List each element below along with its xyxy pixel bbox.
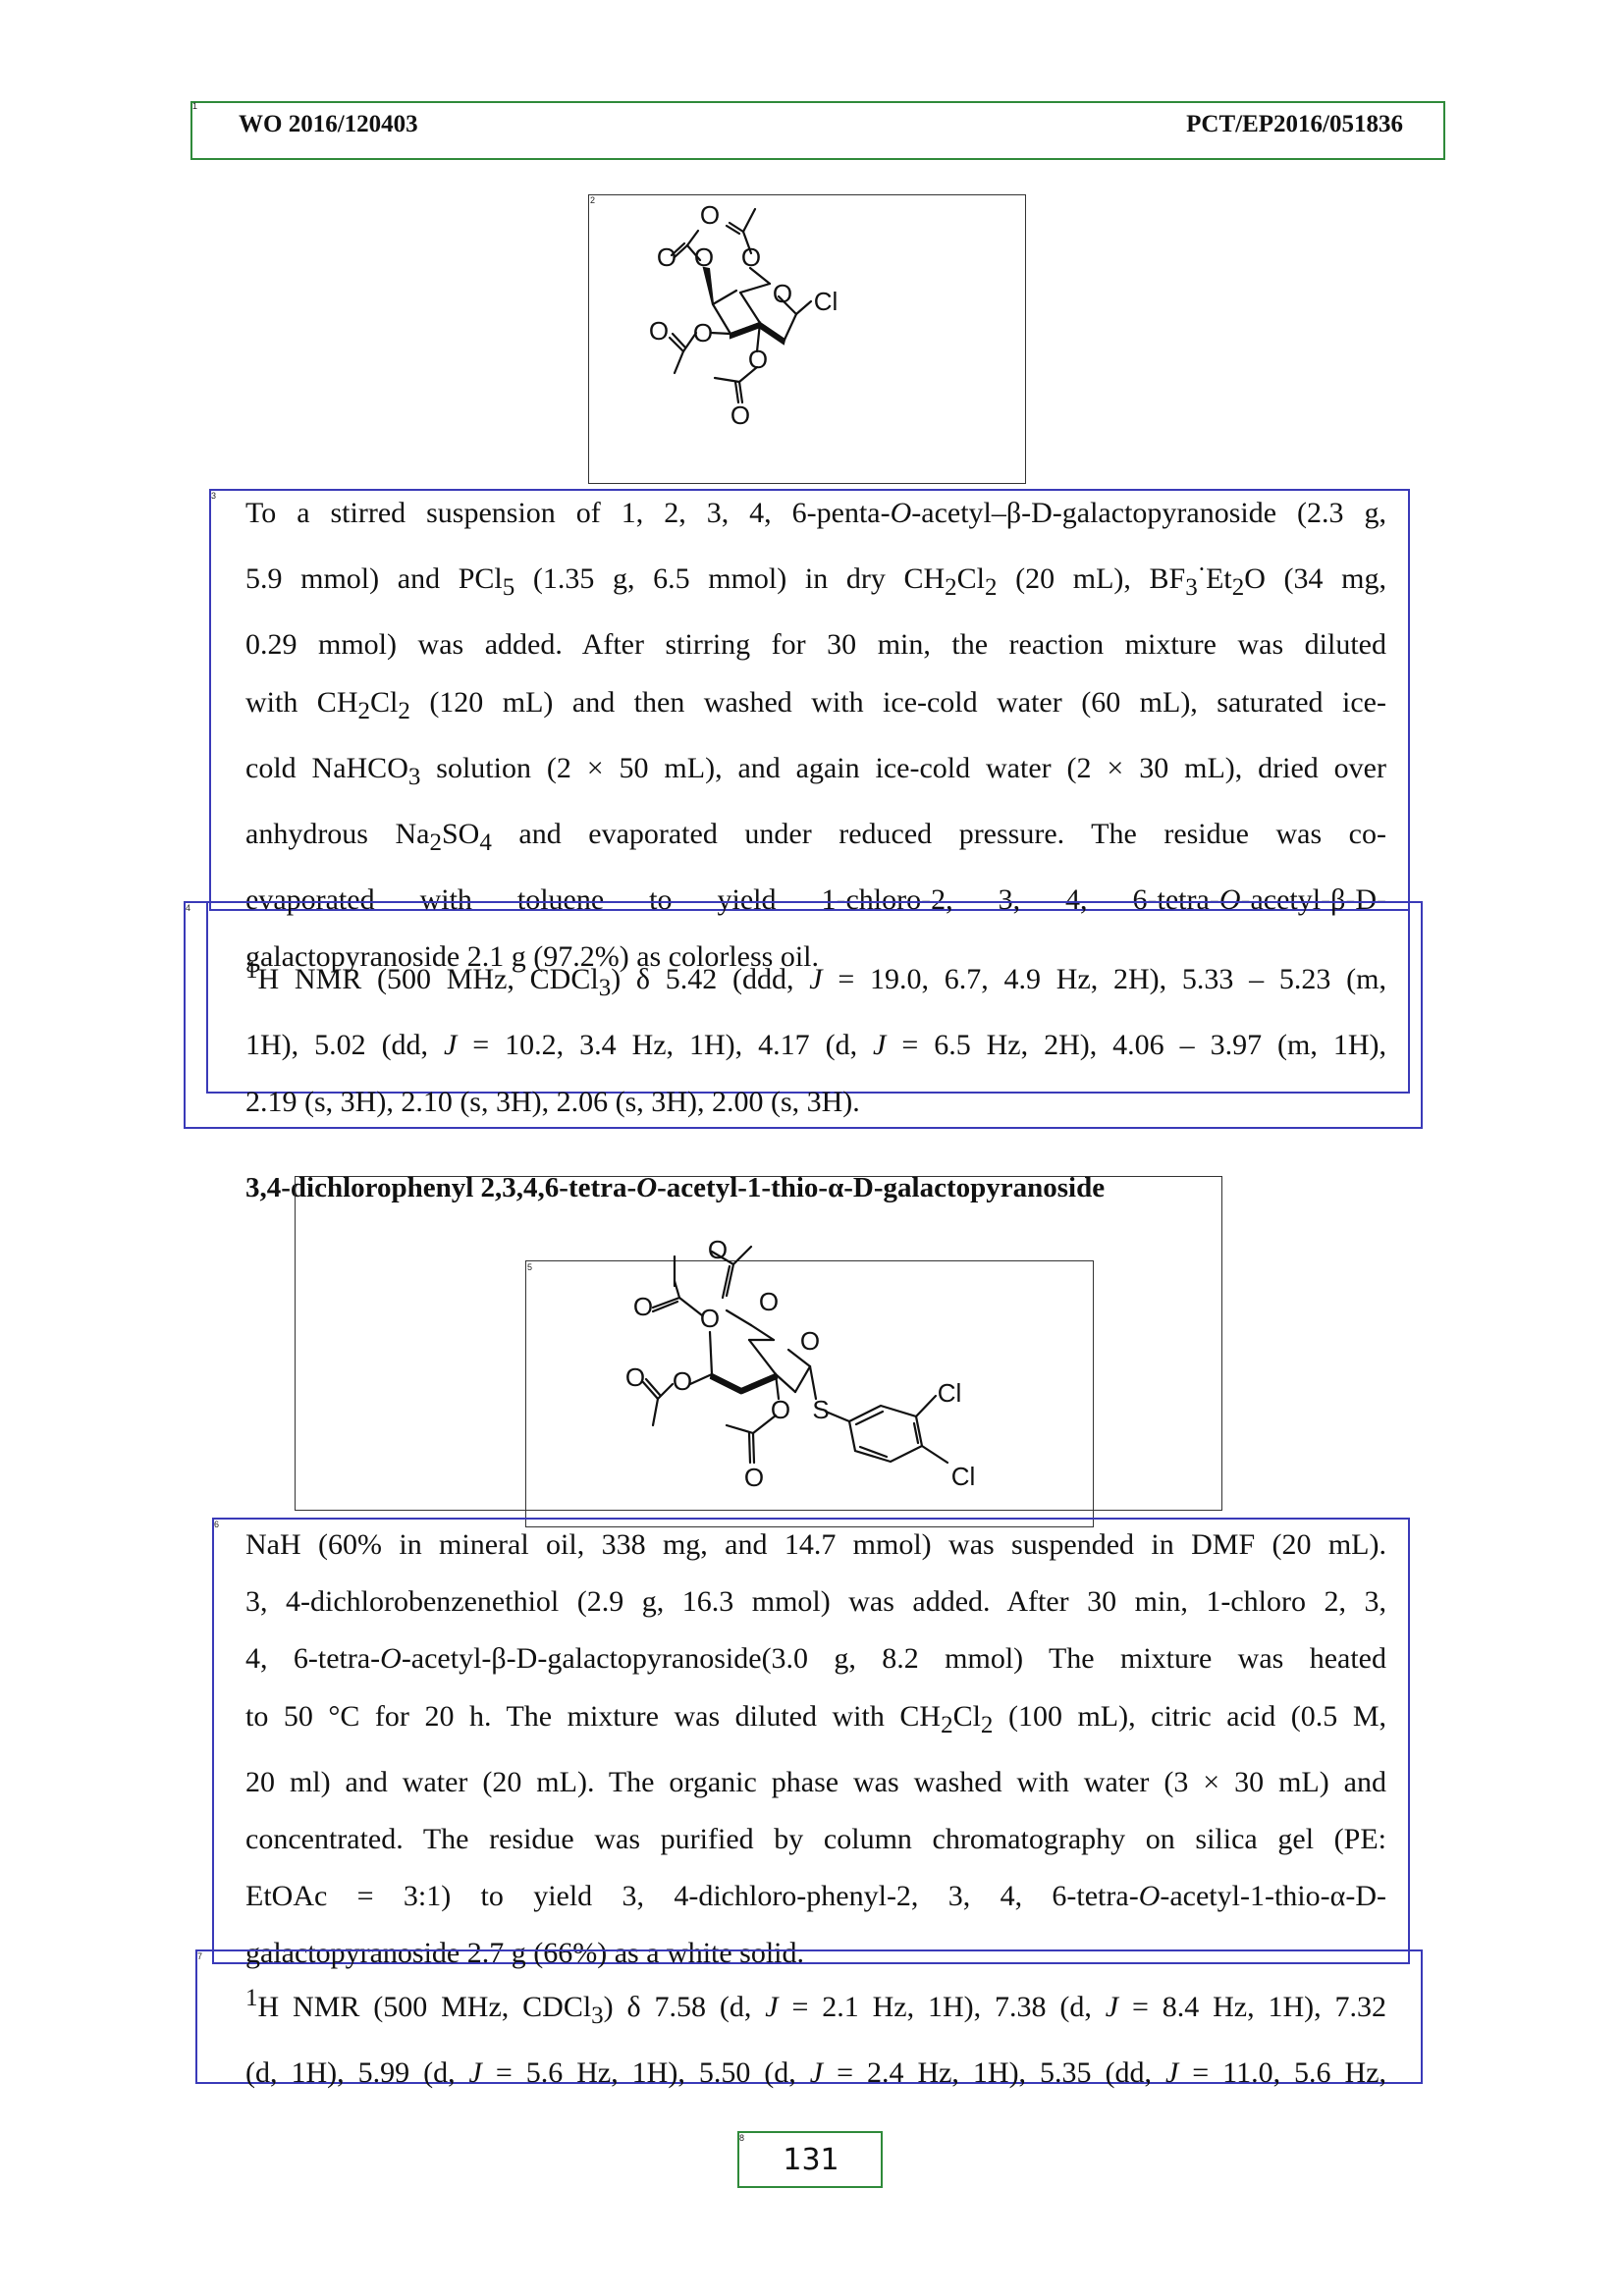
region-marker: 3 — [211, 491, 217, 501]
atom-label: O — [700, 1304, 720, 1333]
atom-label: O — [694, 242, 714, 272]
publication-number: WO 2016/120403 — [239, 111, 418, 137]
application-number: PCT/EP2016/051836 — [1186, 111, 1403, 137]
paragraph-1: To a stirred suspension of 1, 2, 3, 4, 6… — [245, 485, 1386, 987]
text-line: 1H), 5.02 (dd, J = 10.2, 3.4 Hz, 1H), 4.… — [245, 1029, 1386, 1062]
page-number-box — [737, 2131, 883, 2188]
page-number: 131 — [783, 2143, 839, 2177]
text-line: 1H NMR (500 MHz, CDCl3) δ 5.42 (ddd, J =… — [245, 957, 1386, 1001]
atom-label: Cl — [951, 1462, 976, 1491]
atom-label: O — [693, 318, 713, 347]
paragraph-2-box — [212, 1518, 1410, 1964]
text-line: EtOAc = 3:1) to yield 3, 4-dichloro-phen… — [245, 1880, 1386, 1913]
nmr-2: 1H NMR (500 MHz, CDCl3) δ 7.58 (d, J = 2… — [245, 1970, 1386, 2102]
header-box — [190, 101, 1445, 160]
region-marker: 5 — [527, 1262, 533, 1272]
atom-label: O — [657, 242, 676, 272]
atom-label: O — [773, 279, 792, 308]
paragraph-1-box — [209, 489, 1410, 911]
atom-label: O — [625, 1362, 645, 1392]
atom-label: O — [633, 1292, 653, 1321]
atom-label: O — [649, 316, 669, 346]
text-line: (d, 1H), 5.99 (d, J = 5.6 Hz, 1H), 5.50 … — [245, 2056, 1387, 2090]
atom-label: O — [759, 1287, 779, 1316]
structure-2-outer-frame — [295, 1176, 1222, 1511]
text-line: concentrated. The residue was purified b… — [245, 1823, 1386, 1856]
nmr-2-box — [195, 1949, 1423, 2084]
text-line: evaporated with toluene to yield 1-chlor… — [245, 883, 1386, 917]
region-marker: 6 — [214, 1520, 220, 1529]
paragraph-2: NaH (60% in mineral oil, 338 mg, and 14.… — [245, 1517, 1386, 1983]
structure-1-frame — [588, 194, 1026, 484]
region-marker: 2 — [590, 195, 596, 205]
atom-label: O — [800, 1326, 820, 1356]
atom-label: S — [812, 1395, 829, 1424]
atom-label: Cl — [938, 1378, 962, 1408]
text-line: to 50 °C for 20 h. The mixture was dilut… — [245, 1699, 1387, 1738]
text-line: 1H NMR (500 MHz, CDCl3) δ 7.58 (d, J = 2… — [245, 1985, 1387, 2029]
atom-label: O — [744, 1463, 764, 1492]
text-line: NaH (60% in mineral oil, 338 mg, and 14.… — [245, 1528, 1386, 1561]
text-line: anhydrous Na2SO4 and evaporated under re… — [245, 818, 1386, 857]
region-marker: 1 — [192, 101, 198, 111]
nmr-1: 1H NMR (500 MHz, CDCl3) δ 5.42 (ddd, J =… — [245, 942, 1386, 1132]
atom-label: O — [741, 242, 761, 272]
text-line: 3, 4-dichlorobenzenethiol (2.9 g, 16.3 m… — [245, 1585, 1386, 1619]
text-line: galactopyranoside 2.7 g (66%) as a white… — [245, 1937, 805, 1970]
text-line: 4, 6-tetra-O-acetyl-β-D-galactopyranosid… — [245, 1642, 1386, 1676]
atom-label: O — [673, 1366, 692, 1396]
text-line: 5.9 mmol) and PCl5 (1.35 g, 6.5 mmol) in… — [245, 557, 1386, 602]
text-line: 0.29 mmol) was added. After stirring for… — [245, 628, 1386, 662]
text-line: galactopyranoside 2.1 g (97.2%) as color… — [245, 940, 820, 974]
text-line: 2.19 (s, 3H), 2.10 (s, 3H), 2.06 (s, 3H)… — [245, 1086, 860, 1119]
structure-2-inner-frame — [525, 1260, 1094, 1527]
compound-title: 3,4-dichlorophenyl 2,3,4,6-tetra-O-acety… — [245, 1172, 1106, 1203]
structure-1-acetylated-galactosyl-chloride: O O O O O O O O O Cl — [649, 200, 839, 430]
region-marker: 8 — [739, 2133, 745, 2143]
atom-label: O — [771, 1395, 790, 1424]
atom-label: O — [700, 200, 720, 230]
text-line: To a stirred suspension of 1, 2, 3, 4, 6… — [245, 497, 1386, 529]
region-marker: 4 — [186, 903, 191, 913]
text-line: with CH2Cl2 (120 mL) and then washed wit… — [245, 685, 1386, 724]
structure-2-dichlorophenyl-thiogalactoside: O O O O O O O O O S Cl Cl — [625, 1237, 976, 1492]
atom-label: O — [708, 1237, 728, 1264]
atom-label: Cl — [814, 287, 839, 316]
atom-label: O — [730, 400, 750, 430]
atom-label: O — [748, 345, 768, 374]
region-marker: 7 — [197, 1951, 203, 1961]
text-line: cold NaHCO3 solution (2 × 50 mL), and ag… — [245, 751, 1386, 790]
nmr-1-inner-box — [206, 901, 1410, 1094]
text-line: 20 ml) and water (20 mL). The organic ph… — [245, 1765, 1386, 1798]
